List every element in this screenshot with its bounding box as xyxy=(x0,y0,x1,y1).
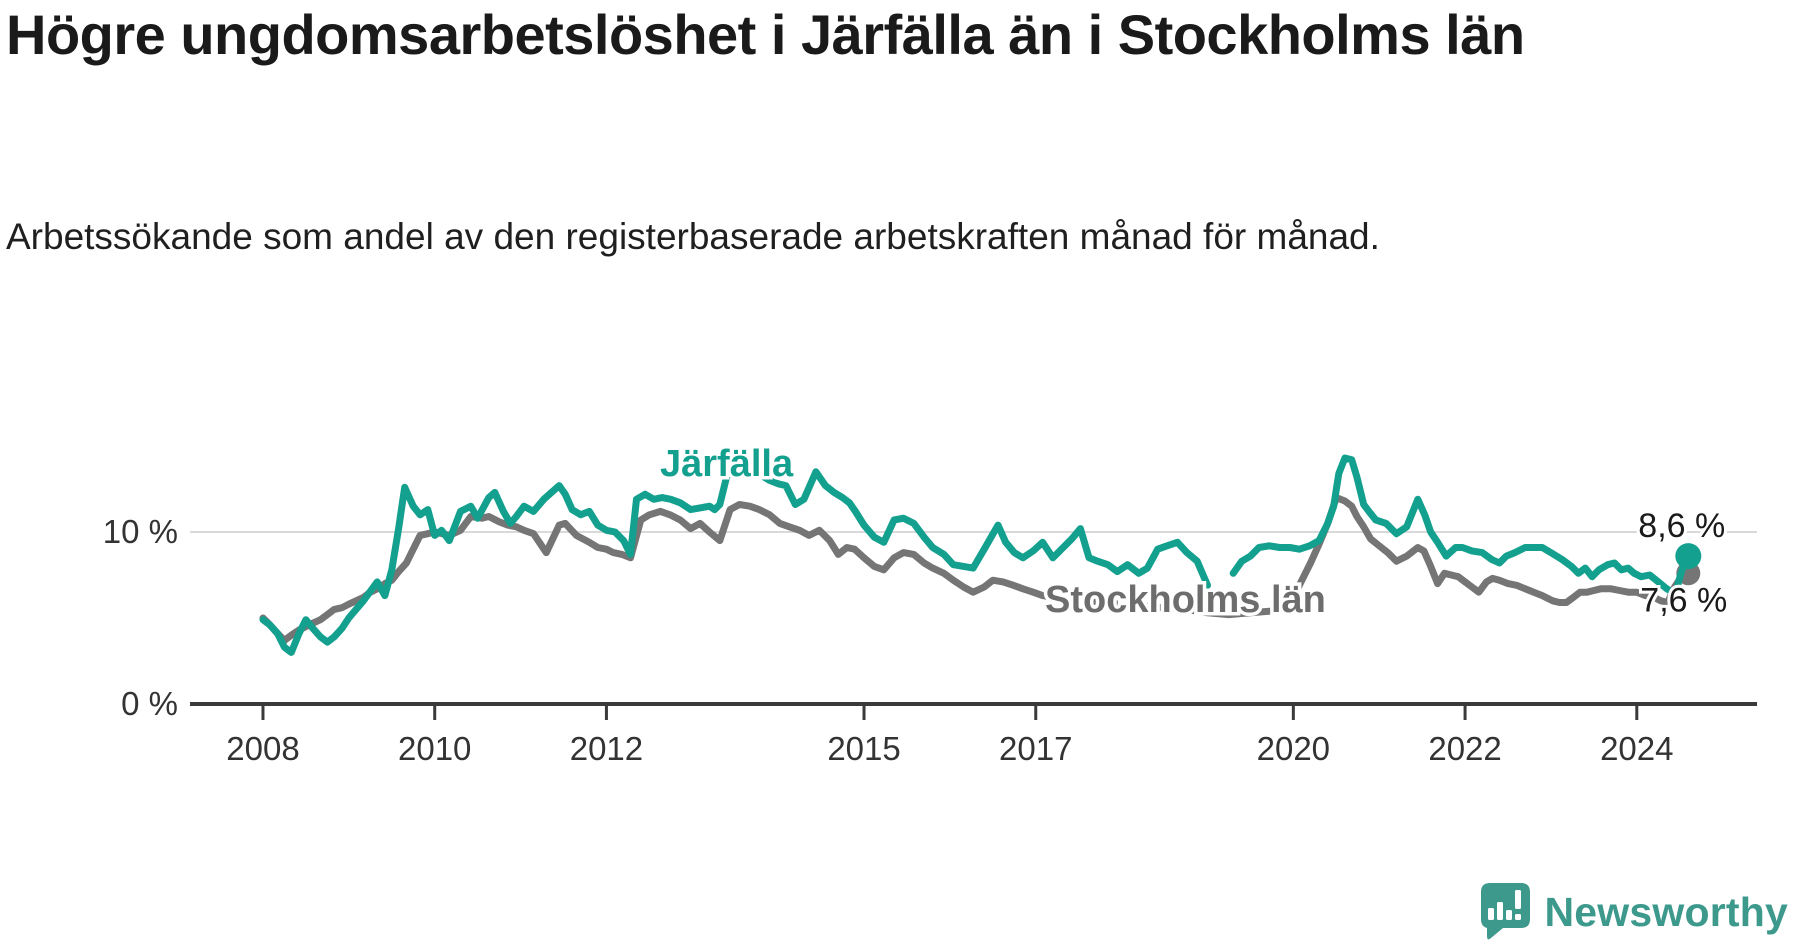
x-tick-label: 2017 xyxy=(999,730,1072,767)
newsworthy-bubble-bar-chart-icon xyxy=(1480,883,1530,940)
newsworthy-logo-text: Newsworthy xyxy=(1544,888,1788,935)
page-subtitle: Arbetssökande som andel av den registerb… xyxy=(6,216,1380,257)
x-tick-label: 2015 xyxy=(827,730,900,767)
series-line-jarfalla xyxy=(1229,454,1692,598)
series-line-stockholms-lan xyxy=(259,494,1692,644)
x-tick-label: 2010 xyxy=(398,730,471,767)
line-chart: 10 % 0 % 2008 2010 2012 2015 2017 2020 2022 2024 J… xyxy=(103,440,1757,767)
x-tick-label: 2022 xyxy=(1428,730,1501,767)
series-line-jarfalla xyxy=(259,461,1211,656)
y-axis-label-10: 10 % xyxy=(103,513,178,550)
x-tick-label: 2008 xyxy=(226,730,299,767)
series-label-stockholms-lan: Stockholms län xyxy=(1045,579,1326,621)
newsworthy-logo: Newsworthy xyxy=(1479,882,1789,942)
end-value-label-stockholms-lan: 7,6 % xyxy=(1640,581,1727,619)
page-title: Högre ungdomsarbetslöshet i Järfälla än … xyxy=(6,3,1525,66)
y-axis-label-0: 0 % xyxy=(121,685,178,722)
series-label-jarfalla: Järfälla xyxy=(660,443,794,485)
end-dot-jarfalla xyxy=(1675,543,1702,570)
x-tick-label: 2020 xyxy=(1257,730,1330,767)
x-tick-label: 2012 xyxy=(570,730,643,767)
end-value-label-jarfalla: 8,6 % xyxy=(1638,507,1725,545)
x-tick-label: 2024 xyxy=(1600,730,1673,767)
